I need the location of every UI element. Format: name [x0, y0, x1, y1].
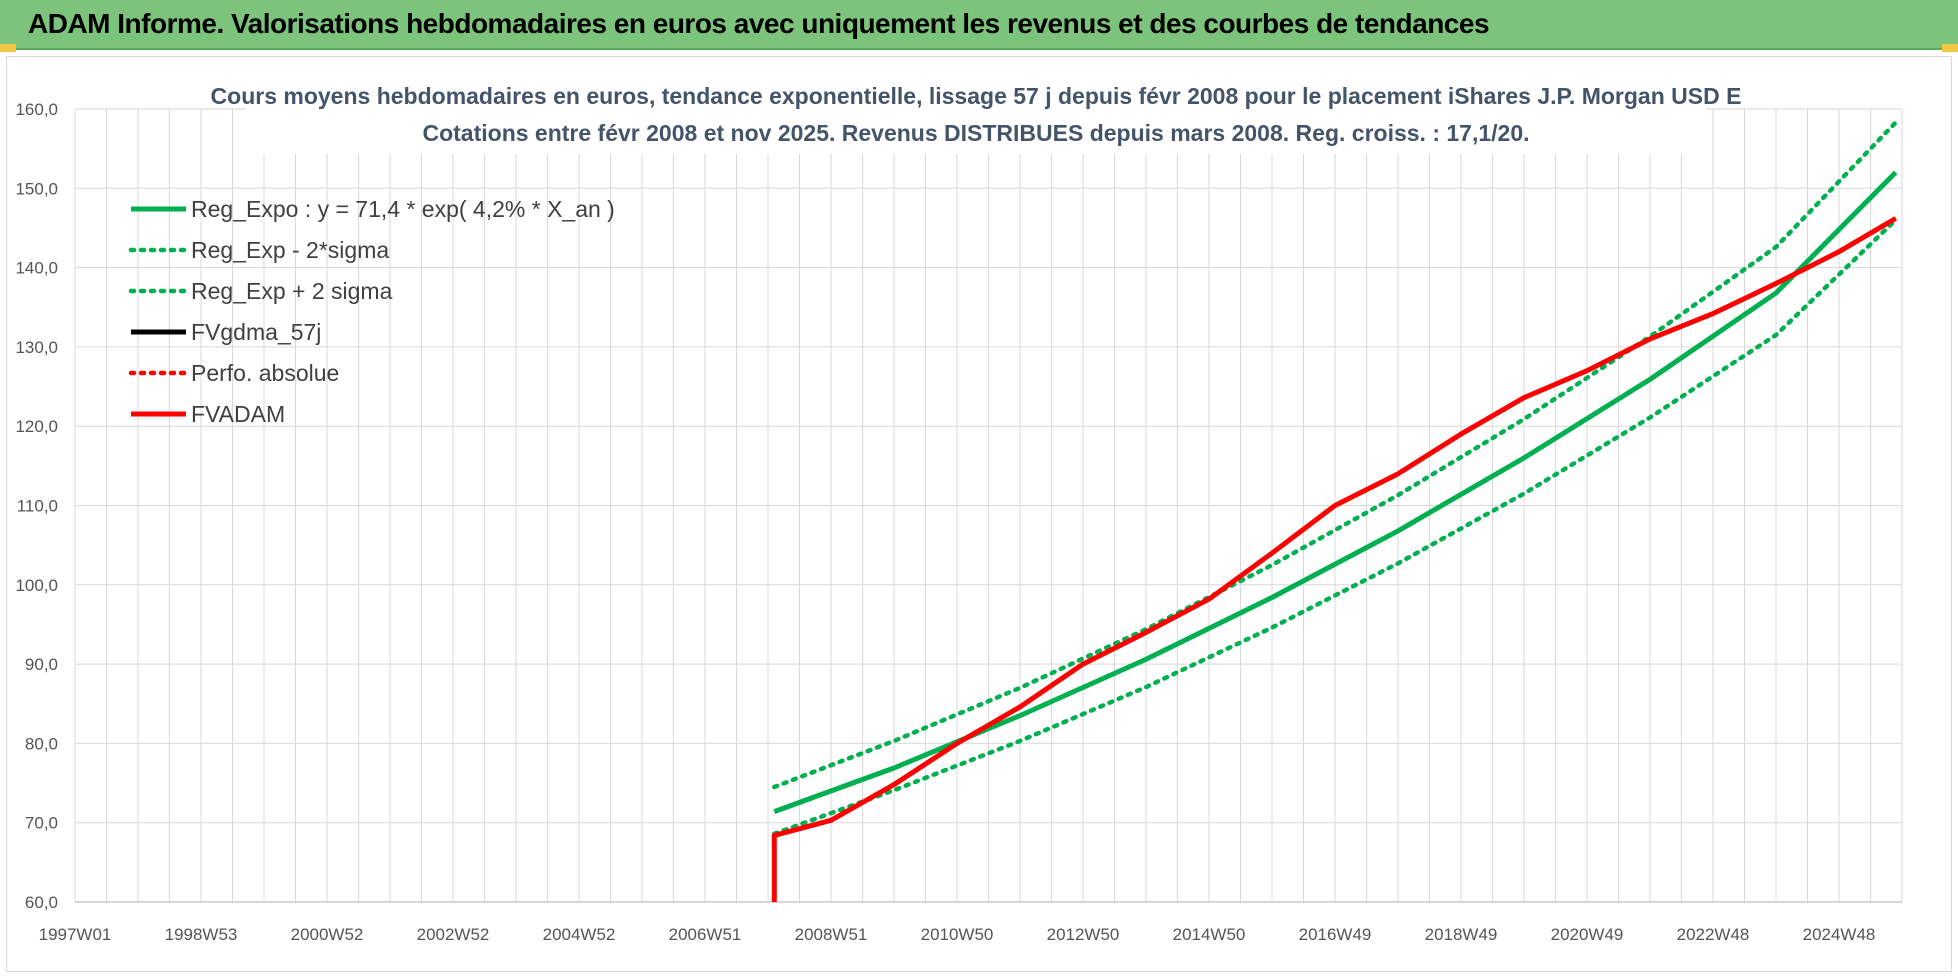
- series-line-1: [772, 217, 1898, 837]
- x-tick-label: 2024W48: [1803, 925, 1876, 944]
- y-tick-label: 90,0: [25, 655, 58, 674]
- y-tick-label: 160,0: [15, 100, 58, 119]
- x-tick-label: 2014W50: [1173, 925, 1246, 944]
- y-tick-label: 60,0: [25, 893, 58, 912]
- axes: 60,0 70,0 80,0 90,0 100,0 110,0 120,0 130,0 140,…: [15, 100, 1902, 944]
- x-tick-label: 2002W52: [417, 925, 490, 944]
- x-tick-label: 2018W49: [1425, 925, 1498, 944]
- y-tick-label: 120,0: [15, 417, 58, 436]
- y-tick-label: 140,0: [15, 259, 58, 278]
- legend-label: Reg_Expo : y = 71,4 * exp( 4,2% * X_an ): [191, 196, 615, 222]
- x-tick-label: 1998W53: [165, 925, 238, 944]
- y-tick-label: 110,0: [17, 497, 58, 516]
- corner-mark-left: [0, 44, 16, 52]
- y-tick-label: 150,0: [15, 179, 58, 198]
- legend-label: Reg_Exp + 2 sigma: [191, 278, 393, 304]
- x-tick-label: 2020W49: [1551, 925, 1624, 944]
- y-tick-label: 100,0: [15, 576, 58, 595]
- title-background: [246, 78, 1706, 154]
- header-banner: ADAM Informe. Valorisations hebdomadaire…: [0, 0, 1958, 50]
- chart-title: Cours moyens hebdomadaires en euros, ten…: [211, 83, 1742, 109]
- legend-label: Perfo. absolue: [191, 360, 339, 386]
- chart-frame: [6, 56, 1952, 972]
- y-tick-label: 70,0: [25, 814, 58, 833]
- x-tick-label: 1997W01: [39, 925, 112, 944]
- grid: [74, 108, 1903, 903]
- legend-label: FVgdma_57j: [191, 319, 321, 345]
- legend-label: FVADAM: [191, 401, 285, 427]
- banner-title: ADAM Informe. Valorisations hebdomadaire…: [28, 8, 1490, 39]
- series-line-5: [771, 216, 1897, 902]
- legend-label: Reg_Exp - 2*sigma: [191, 237, 389, 263]
- y-tick-label: 130,0: [15, 338, 58, 357]
- x-tick-label: 2000W52: [291, 925, 364, 944]
- y-tick-label: 80,0: [25, 734, 58, 753]
- x-tick-label: 2006W51: [669, 925, 742, 944]
- chart-subtitle: Cotations entre févr 2008 et nov 2025. R…: [422, 120, 1529, 146]
- series: [771, 120, 1898, 902]
- legend: Reg_Expo : y = 71,4 * exp( 4,2% * X_an )…: [128, 196, 615, 427]
- x-tick-label: 2008W51: [795, 925, 868, 944]
- x-tick-label: 2010W50: [921, 925, 994, 944]
- corner-mark-right: [1942, 44, 1958, 52]
- series-line-2: [772, 120, 1898, 790]
- x-tick-label: 2022W48: [1677, 925, 1750, 944]
- x-tick-label: 2016W49: [1299, 925, 1372, 944]
- x-tick-label: 2004W52: [543, 925, 616, 944]
- x-tick-label: 2012W50: [1047, 925, 1120, 944]
